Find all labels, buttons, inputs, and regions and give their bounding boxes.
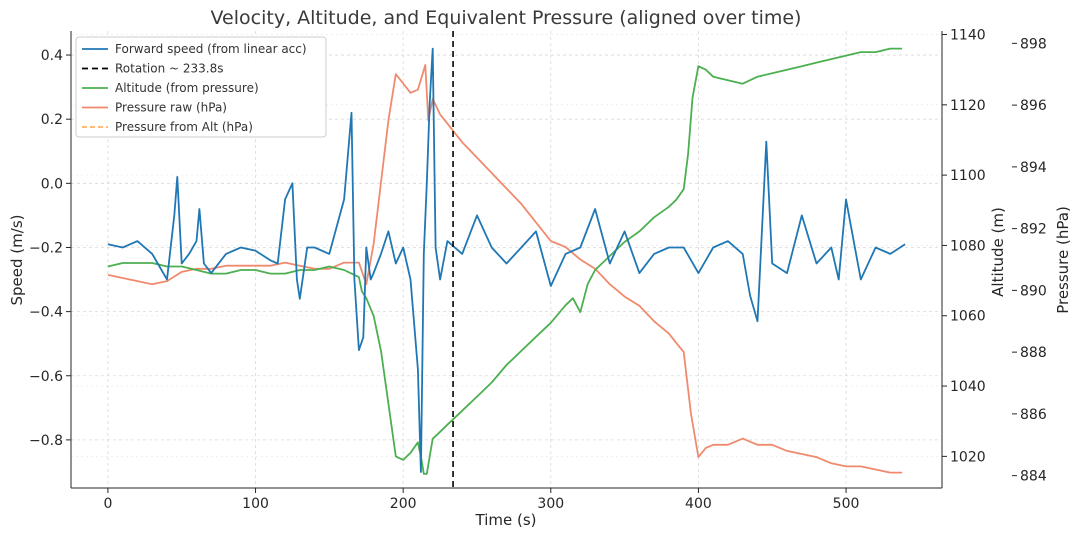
y-tick-label-pressure: 894 (1020, 160, 1047, 176)
y-tick-label-left: −0.2 (29, 240, 63, 256)
series-line-pressure-3 (107, 64, 903, 474)
grid (71, 31, 942, 488)
x-tick-label: 400 (685, 496, 712, 512)
y-tick-label-pressure: 898 (1020, 36, 1047, 52)
y-tick-label-left: 0.0 (41, 176, 63, 192)
y-tick-label-altitude: 1020 (950, 449, 986, 465)
legend: Forward speed (from linear acc) Rotation … (75, 36, 327, 138)
legend-entry: Rotation ~ 233.8s (115, 62, 223, 76)
y-tick-label-pressure: 888 (1020, 345, 1047, 361)
y-tick-label-pressure: 886 (1020, 407, 1047, 423)
x-tick-label: 100 (242, 496, 269, 512)
x-tick-label: 300 (537, 496, 564, 512)
legend-entry: Altitude (from pressure) (115, 81, 259, 95)
legend-entry: Pressure raw (hPa) (115, 101, 227, 115)
y-axis-label-altitude: Altitude (m) (989, 207, 1007, 297)
x-tick-label: 500 (833, 496, 860, 512)
y-tick-label-left: −0.8 (29, 433, 63, 449)
y-tick-label-left: −0.6 (29, 369, 63, 385)
y-tick-label-pressure: 884 (1020, 469, 1047, 485)
y-tick-label-altitude: 1080 (950, 238, 986, 254)
y-tick-label-pressure: 892 (1020, 222, 1047, 238)
y-tick-label-altitude: 1040 (950, 379, 986, 395)
y-axis-label-left: Speed (m/s) (8, 215, 26, 306)
x-tick-label: 0 (103, 496, 112, 512)
y-tick-label-left: −0.4 (29, 305, 63, 321)
y-tick-label-altitude: 1060 (950, 309, 986, 325)
series-layer (107, 31, 906, 488)
y-tick-label-pressure: 890 (1020, 283, 1047, 299)
series-line-forward-0 (107, 47, 906, 473)
y-tick-label-altitude: 1120 (950, 98, 986, 114)
y-tick-label-altitude: 1100 (950, 168, 986, 184)
y-tick-label-left: 0.2 (41, 112, 63, 128)
x-tick-label: 200 (390, 496, 417, 512)
y-axis-label-pressure: Pressure (hPa) (1054, 206, 1072, 314)
legend-entry: Forward speed (from linear acc) (115, 42, 307, 56)
y-tick-label-pressure: 896 (1020, 98, 1047, 114)
legend-box (75, 36, 327, 138)
legend-entry: Pressure from Alt (hPa) (115, 120, 253, 134)
x-axis-label: Time (s) (475, 511, 537, 529)
series-line-altitude-2 (107, 47, 903, 475)
axes: 0 100 200 300 400 500 0.4 0.2 0.0 −0.2 −0.4 −0.6 −0.… (29, 28, 1047, 512)
y-tick-label-altitude: 1140 (950, 28, 986, 44)
y-tick-label-left: 0.4 (41, 48, 63, 64)
chart-title: Velocity, Altitude, and Equivalent Press… (211, 7, 802, 29)
